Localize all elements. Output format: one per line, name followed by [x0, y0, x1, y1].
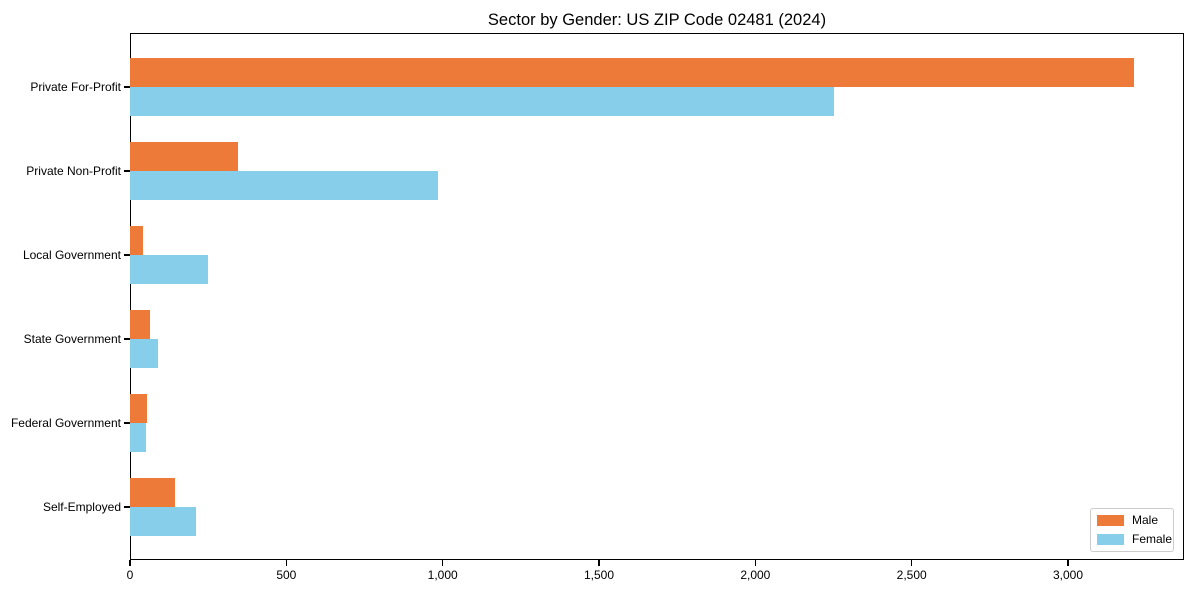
- y-tick-label-state-government: State Government: [23, 332, 121, 346]
- bar-male-state-government: [130, 310, 151, 339]
- bar-female-federal-government: [130, 423, 146, 452]
- bar-male-federal-government: [130, 394, 148, 423]
- x-tick-mark: [285, 560, 288, 566]
- x-tick-label-500: 500: [276, 568, 297, 582]
- x-tick-label-2-000: 2,000: [740, 568, 771, 582]
- x-tick-label-1-000: 1,000: [427, 568, 458, 582]
- y-tick-label-private-for-profit: Private For-Profit: [30, 80, 121, 94]
- x-tick-mark: [598, 560, 600, 566]
- x-tick-mark: [754, 560, 757, 566]
- bar-female-state-government: [130, 339, 159, 368]
- x-tick-label-0: 0: [126, 568, 134, 582]
- y-tick-label-self-employed: Self-Employed: [42, 500, 121, 514]
- y-tick-mark: [124, 338, 130, 340]
- y-tick-mark: [124, 170, 130, 172]
- legend-swatch-male: [1097, 515, 1124, 527]
- legend-entry-female: Female: [1097, 531, 1173, 546]
- legend-label-female: Female: [1132, 531, 1173, 546]
- x-tick-mark: [441, 560, 444, 566]
- x-tick-mark: [1067, 560, 1069, 566]
- bar-male-private-for-profit: [130, 58, 1134, 87]
- x-tick-label-2-500: 2,500: [896, 568, 927, 582]
- legend-label-male: Male: [1132, 513, 1159, 528]
- bar-male-self-employed: [130, 478, 176, 507]
- y-tick-label-federal-government: Federal Government: [10, 416, 121, 430]
- chart-title: Sector by Gender: US ZIP Code 02481 (202…: [487, 11, 827, 29]
- bar-female-private-non-profit: [130, 171, 438, 200]
- x-tick-mark: [129, 560, 131, 566]
- legend-swatch-female: [1097, 533, 1124, 545]
- legend-entry-male: Male: [1097, 514, 1173, 527]
- plot-area: [130, 33, 1184, 560]
- x-tick-label-1-500: 1,500: [583, 568, 615, 582]
- bar-female-local-government: [130, 255, 209, 284]
- y-tick-mark: [124, 86, 130, 88]
- x-tick-label-3-000: 3,000: [1052, 568, 1084, 582]
- bar-male-local-government: [130, 226, 143, 255]
- y-tick-label-local-government: Local Government: [22, 248, 121, 262]
- bar-female-private-for-profit: [130, 87, 834, 116]
- y-tick-mark: [124, 422, 130, 424]
- bar-female-self-employed: [130, 507, 196, 536]
- bar-male-private-non-profit: [130, 142, 238, 171]
- y-tick-mark: [124, 254, 130, 256]
- y-tick-label-private-non-profit: Private Non-Profit: [26, 164, 121, 178]
- x-tick-mark: [910, 560, 913, 566]
- legend: Male Female: [1090, 508, 1174, 552]
- y-tick-mark: [124, 506, 130, 508]
